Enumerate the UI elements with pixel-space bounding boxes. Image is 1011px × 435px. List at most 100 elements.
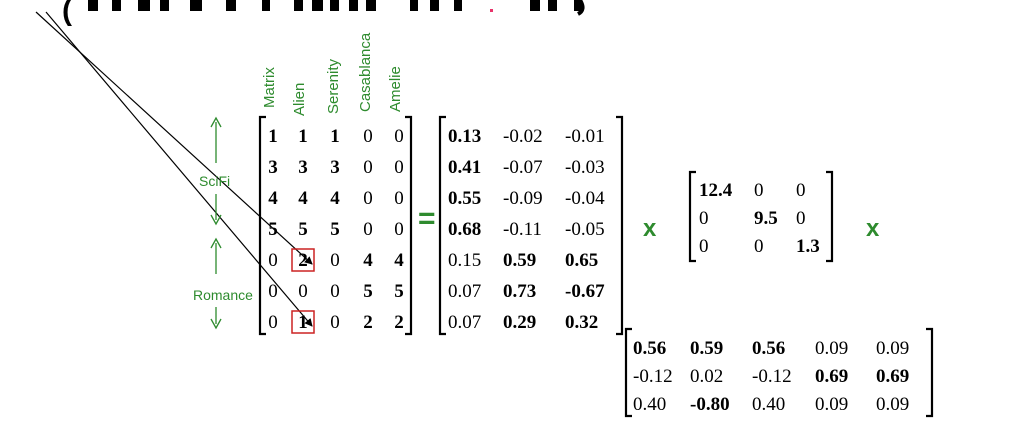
a-cell-r1-c3: 0	[363, 157, 373, 178]
a-cell-r4-c1: 2	[298, 250, 308, 271]
v-cell-r0-c1: 0.59	[690, 338, 723, 359]
movie-header-casablanca: Casablanca	[357, 32, 374, 112]
a-cell-r6-c2: 0	[330, 312, 340, 333]
u-cell-r1-c1: -0.07	[503, 157, 543, 178]
a-right-bracket	[405, 115, 413, 336]
u-cell-r1-c2: -0.03	[565, 157, 605, 178]
a-cell-r1-c2: 3	[330, 157, 340, 178]
v-cell-r2-c1: -0.80	[690, 394, 730, 415]
u-cell-r4-c0: 0.15	[448, 250, 481, 271]
a-cell-r6-c1: 1	[298, 312, 308, 333]
a-left-bracket	[258, 115, 266, 336]
u-right-bracket	[616, 115, 624, 336]
a-cell-r1-c4: 0	[394, 157, 404, 178]
u-cell-r6-c1: 0.29	[503, 312, 536, 333]
s-right-bracket	[826, 170, 834, 263]
v-cell-r2-c4: 0.09	[876, 394, 909, 415]
v-cell-r0-c2: 0.56	[752, 338, 785, 359]
u-cell-r3-c2: -0.05	[565, 219, 605, 240]
s-cell-r1-c2: 0	[796, 208, 806, 229]
a-cell-r6-c3: 2	[363, 312, 373, 333]
s-cell-r1-c0: 0	[699, 208, 709, 229]
times-sign-1: x	[643, 215, 657, 242]
a-cell-r5-c3: 5	[363, 281, 373, 302]
arrow-line-to-alien-romance-3	[45, 11, 313, 327]
a-cell-r4-c2: 0	[330, 250, 340, 271]
u-cell-r1-c0: 0.41	[448, 157, 481, 178]
u-left-bracket	[438, 115, 446, 336]
a-cell-r1-c0: 3	[268, 157, 278, 178]
s-cell-r2-c1: 0	[754, 236, 764, 257]
a-cell-r0-c4: 0	[394, 126, 404, 147]
a-cell-r2-c4: 0	[394, 188, 404, 209]
times-sign-2: x	[866, 215, 880, 242]
v-cell-r2-c3: 0.09	[815, 394, 848, 415]
v-cell-r0-c0: 0.56	[633, 338, 666, 359]
u-cell-r2-c1: -0.09	[503, 188, 543, 209]
a-cell-r6-c4: 2	[394, 312, 404, 333]
highlight-box-1	[291, 310, 315, 334]
a-cell-r2-c2: 4	[330, 188, 340, 209]
u-cell-r3-c0: 0.68	[448, 219, 481, 240]
cropped-header-bar	[88, 0, 585, 16]
s-cell-r2-c0: 0	[699, 236, 709, 257]
matrix-sigma: 12.4 0 0 0 9.5 0 0 0 1.3	[688, 170, 834, 263]
a-cell-r5-c1: 0	[298, 281, 308, 302]
v-cell-r0-c4: 0.09	[876, 338, 909, 359]
s-cell-r0-c1: 0	[754, 180, 764, 201]
a-cell-r4-c4: 4	[394, 250, 404, 271]
v-cell-r2-c0: 0.40	[633, 394, 666, 415]
v-cell-r1-c2: -0.12	[752, 366, 792, 387]
a-cell-r3-c4: 0	[394, 219, 404, 240]
s-cell-r0-c0: 12.4	[699, 180, 733, 201]
a-cell-r2-c0: 4	[268, 188, 278, 209]
u-cell-r2-c0: 0.55	[448, 188, 481, 209]
a-cell-r2-c3: 0	[363, 188, 373, 209]
header-fragment: (	[62, 0, 72, 27]
a-cell-r3-c2: 5	[330, 219, 340, 240]
movie-header-matrix: Matrix	[261, 67, 278, 108]
s-left-bracket	[688, 170, 696, 263]
v-cell-r1-c0: -0.12	[633, 366, 673, 387]
u-cell-r0-c2: -0.01	[565, 126, 605, 147]
s-cell-r1-c1: 9.5	[754, 208, 778, 229]
u-cell-r6-c2: 0.32	[565, 312, 598, 333]
header-pink-dot	[490, 9, 493, 12]
a-cell-r3-c3: 0	[363, 219, 373, 240]
u-cell-r4-c2: 0.65	[565, 250, 598, 271]
u-cell-r5-c1: 0.73	[503, 281, 536, 302]
v-cell-r1-c1: 0.02	[690, 366, 723, 387]
matrix-u: 0.13 -0.02 -0.01 0.41 -0.07 -0.03 0.55 -0.09 -0.…	[438, 115, 624, 336]
v-cell-r2-c2: 0.40	[752, 394, 785, 415]
genre-label-romance: Romance	[193, 287, 253, 303]
v-cell-r0-c3: 0.09	[815, 338, 848, 359]
u-cell-r5-c0: 0.07	[448, 281, 481, 302]
romance-down-arrowhead-icon	[210, 318, 222, 330]
equals-sign: =	[418, 202, 436, 235]
movie-header-serenity: Serenity	[325, 58, 342, 114]
u-cell-r5-c2: -0.67	[565, 281, 605, 302]
highlight-box-0	[291, 248, 315, 272]
v-cell-r1-c3: 0.69	[815, 366, 848, 387]
u-cell-r2-c2: -0.04	[565, 188, 605, 209]
a-cell-r2-c1: 4	[298, 188, 308, 209]
u-cell-r6-c0: 0.07	[448, 312, 481, 333]
u-cell-r4-c1: 0.59	[503, 250, 536, 271]
a-cell-r0-c2: 1	[330, 126, 340, 147]
movie-header-alien: Alien	[291, 83, 308, 116]
a-cell-r0-c3: 0	[363, 126, 373, 147]
u-cell-r0-c0: 0.13	[448, 126, 481, 147]
movie-headers: Matrix Alien Serenity Casablanca Amelie	[261, 32, 404, 116]
a-cell-r4-c3: 4	[363, 250, 373, 271]
movie-header-amelie: Amelie	[387, 66, 404, 112]
genre-romance: Romance	[193, 237, 253, 330]
u-cell-r3-c1: -0.11	[503, 219, 542, 240]
genre-label-scifi: SciFi	[199, 173, 230, 189]
a-cell-r5-c2: 0	[330, 281, 340, 302]
v-cell-r1-c4: 0.69	[876, 366, 909, 387]
u-cell-r0-c1: -0.02	[503, 126, 543, 147]
a-cell-r6-c0: 0	[268, 312, 278, 333]
v-left-bracket	[624, 327, 632, 418]
